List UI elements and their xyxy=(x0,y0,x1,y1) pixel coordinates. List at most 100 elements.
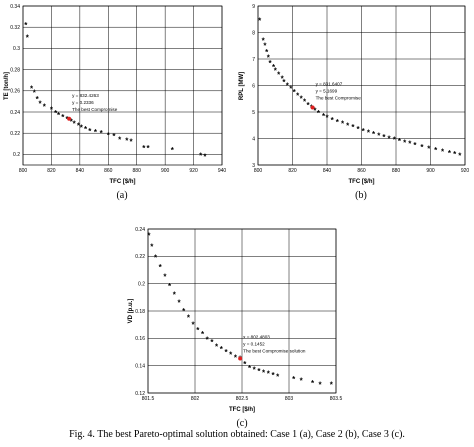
data-point: * xyxy=(262,368,266,377)
data-point: * xyxy=(118,135,122,144)
data-point: * xyxy=(393,136,397,145)
y-tick-label: 0.22 xyxy=(10,131,20,137)
data-point: * xyxy=(276,372,280,381)
data-point: * xyxy=(408,140,412,149)
y-tick-label: 0.2 xyxy=(13,152,20,158)
data-point: * xyxy=(199,151,203,160)
data-point: * xyxy=(453,150,457,159)
data-point: * xyxy=(325,114,329,123)
x-tick-label: 860 xyxy=(104,168,113,174)
data-point: * xyxy=(159,263,163,272)
data-point: * xyxy=(215,342,219,351)
data-point: * xyxy=(203,152,207,161)
data-point: * xyxy=(403,138,407,147)
data-point: * xyxy=(434,146,438,155)
x-tick-label: 820 xyxy=(288,168,297,174)
data-point: * xyxy=(43,103,47,112)
data-point: * xyxy=(177,299,181,308)
y-tick-label: 0.14 xyxy=(135,363,145,369)
data-point: * xyxy=(281,75,285,84)
y-tick-label: 5 xyxy=(252,110,255,116)
data-point: * xyxy=(201,330,205,339)
annotation-line: The best Compromise xyxy=(72,107,118,112)
data-point: * xyxy=(330,381,334,390)
data-point: * xyxy=(296,91,300,100)
y-tick-label: 0.16 xyxy=(135,336,145,342)
data-point: * xyxy=(420,143,424,152)
x-tick-label: 802 xyxy=(191,396,200,402)
x-tick-label: 803 xyxy=(285,396,294,402)
x-axis-label: TFC [$/h] xyxy=(229,407,255,413)
panel-label: (c) xyxy=(236,418,247,429)
data-point: * xyxy=(147,144,151,153)
x-tick-label: 840 xyxy=(323,168,332,174)
y-tick-label: 0.12 xyxy=(135,391,145,397)
data-point: * xyxy=(372,130,376,139)
best-compromise-point xyxy=(67,116,72,121)
data-point: * xyxy=(24,21,28,30)
data-point: * xyxy=(448,149,452,158)
x-tick-label: 860 xyxy=(357,168,366,174)
data-point: * xyxy=(38,99,42,108)
y-axis-label: TE [ton/h] xyxy=(4,72,10,100)
y-tick-label: 0.18 xyxy=(135,309,145,315)
chart-3: 801.5 802 802.5 803 803.5 0.12 0.14 0.16 0.18 0.2… xyxy=(128,227,342,429)
x-tick-label: 880 xyxy=(133,168,142,174)
data-point: * xyxy=(398,137,402,146)
x-axis-label: TFC [$/h] xyxy=(349,179,375,185)
data-point: * xyxy=(88,127,92,136)
y-tick-label: 0.24 xyxy=(10,110,20,116)
data-point: * xyxy=(258,16,262,25)
x-tick-label: 940 xyxy=(218,168,227,174)
y-tick-label: 6 xyxy=(252,83,255,89)
data-point: * xyxy=(54,109,58,118)
y-tick-label: 0.34 xyxy=(10,4,20,10)
annotation-line: The best Compromise xyxy=(316,95,362,100)
data-point: * xyxy=(147,232,151,241)
data-point: * xyxy=(341,120,345,129)
x-axis-label: TFC [$/h] xyxy=(110,179,136,185)
data-point: * xyxy=(267,53,271,62)
data-point: * xyxy=(73,119,77,128)
data-point: * xyxy=(182,307,186,316)
y-tick-label: 4 xyxy=(252,136,255,142)
data-point: * xyxy=(253,366,257,375)
data-point: * xyxy=(94,128,98,137)
x-tick-label: 840 xyxy=(76,168,85,174)
y-axis-label: VD [p.u.] xyxy=(128,299,134,324)
data-point: * xyxy=(313,106,317,115)
data-point: * xyxy=(367,128,371,137)
data-point: * xyxy=(300,95,304,104)
data-point: * xyxy=(263,42,267,51)
data-point: * xyxy=(351,123,355,132)
data-point: * xyxy=(154,254,158,263)
x-tick-label: 800 xyxy=(254,168,263,174)
data-point: * xyxy=(413,141,417,150)
data-point: * xyxy=(318,381,322,390)
data-point: * xyxy=(300,377,304,386)
data-point: * xyxy=(311,379,315,388)
data-point: * xyxy=(317,109,321,118)
data-point: * xyxy=(150,243,154,252)
data-point: * xyxy=(26,34,30,43)
y-tick-label: 0.3 xyxy=(13,46,20,52)
data-point: * xyxy=(286,81,290,90)
x-tick-label: 800 xyxy=(19,168,28,174)
y-tick-label: 0.28 xyxy=(10,67,20,73)
annotation-line: y = 0.1452 xyxy=(243,342,265,347)
data-point: * xyxy=(427,144,431,153)
annotation-line: y = 5.1699 xyxy=(316,88,338,93)
data-point: * xyxy=(107,131,111,140)
data-point: * xyxy=(234,353,238,362)
data-point: * xyxy=(112,132,116,141)
data-point: * xyxy=(269,59,273,68)
y-tick-label: 0.24 xyxy=(135,227,145,233)
panel-label: (a) xyxy=(116,190,127,201)
data-point: * xyxy=(262,36,266,45)
y-tick-label: 8 xyxy=(252,30,255,36)
annotation-line: y = 831.6407 xyxy=(316,81,343,86)
data-point: * xyxy=(271,371,275,380)
x-tick-label: 803.5 xyxy=(330,396,343,402)
